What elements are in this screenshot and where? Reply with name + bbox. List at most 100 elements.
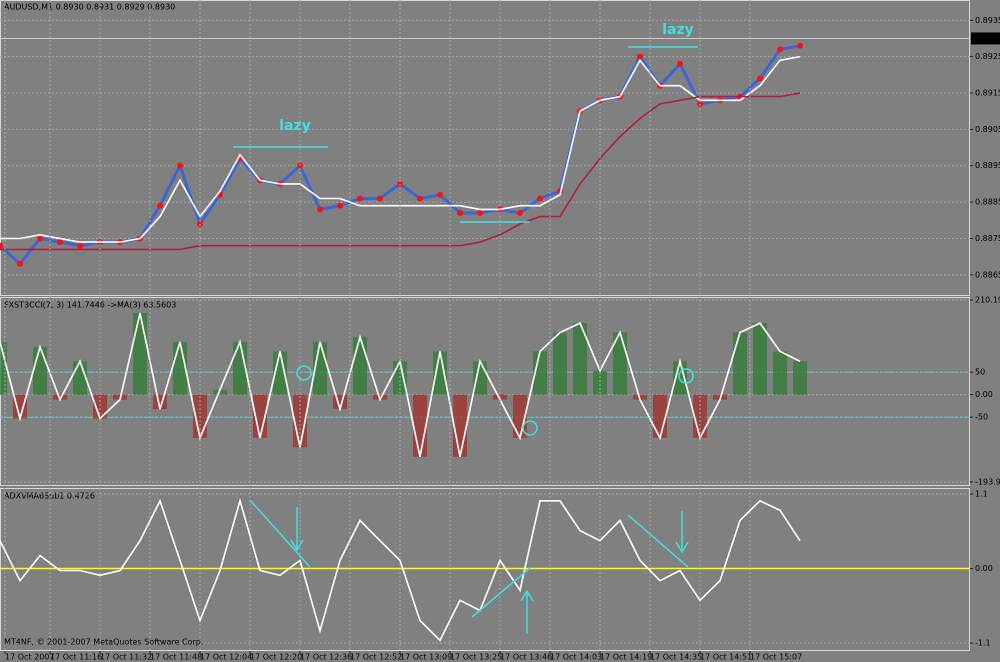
x-tick-label: 17 Oct 2007 <box>5 653 54 662</box>
circle <box>296 365 312 381</box>
x-tick-label: 17 Oct 14:19 <box>600 653 652 662</box>
price-marker <box>357 195 363 202</box>
pane-title: FXST3CCI(7, 3) 141.7446 ->MA(3) 63.5603 <box>4 301 176 310</box>
arrow <box>290 507 304 552</box>
histogram-bar <box>533 351 547 395</box>
price-marker <box>37 235 43 242</box>
series-line <box>0 497 801 642</box>
price-marker <box>777 46 783 53</box>
price-marker <box>377 195 383 202</box>
histogram-bar <box>613 332 627 395</box>
price-marker <box>177 162 183 169</box>
price-marker <box>677 60 683 67</box>
pane-title: AUDUSD,M1 0.8930 0.8931 0.8929 0.8930 <box>4 3 175 12</box>
histogram-bar <box>13 394 27 419</box>
y-tick-label: 50 <box>975 368 985 377</box>
annotation: lazy <box>279 118 311 134</box>
price-marker <box>417 195 423 202</box>
histogram-bar <box>433 351 447 395</box>
histogram-bar <box>733 332 747 395</box>
histogram-bar <box>753 323 767 395</box>
price-marker <box>437 191 443 198</box>
y-tick-label: 0.8885 <box>975 198 1000 207</box>
price-marker <box>17 260 23 267</box>
price-marker <box>317 206 323 213</box>
trend-line <box>471 567 531 618</box>
arrow <box>520 589 534 634</box>
histogram-bar <box>33 346 47 395</box>
histogram-bar <box>253 394 267 438</box>
price-pane <box>0 0 970 296</box>
histogram-bar <box>473 361 487 395</box>
y-tick-label: 1.1 <box>975 490 988 499</box>
histogram-bar <box>353 337 367 395</box>
footer: MT4NF, © 2001-2007 MetaQuotes Software C… <box>4 638 203 647</box>
price-marker <box>397 180 403 187</box>
price-marker <box>57 239 63 246</box>
histogram-bar <box>593 370 607 395</box>
y-tick-label: 0.8895 <box>975 161 1000 170</box>
current-price-label: 0.8930 <box>973 34 1000 43</box>
price-marker <box>517 210 523 216</box>
x-tick-label: 17 Oct 14:51 <box>700 653 752 662</box>
histogram-bar <box>133 313 147 395</box>
price-marker <box>637 53 643 60</box>
histogram-bar <box>73 361 87 395</box>
trend-line <box>249 499 311 568</box>
series-line <box>0 44 801 267</box>
annotation: lazy <box>662 22 694 38</box>
x-tick-label: 17 Oct 11:48 <box>150 653 202 662</box>
pane-title: ADXVMA6Sub1 0.4726 <box>4 492 95 501</box>
y-tick-label: -193.901 <box>975 478 1000 487</box>
price-marker <box>77 242 83 249</box>
y-tick-label: 0.00 <box>975 390 993 399</box>
price-marker <box>697 100 703 107</box>
trend-line <box>627 514 689 568</box>
arrow <box>675 511 689 554</box>
y-tick-label: -50 <box>975 413 988 422</box>
x-tick-label: 17 Oct 14:35 <box>650 653 702 662</box>
price-marker <box>337 202 343 209</box>
histogram-bar <box>213 389 227 395</box>
x-tick-label: 17 Oct 12:36 <box>300 653 352 662</box>
y-tick-label: 0.8925 <box>975 52 1000 61</box>
y-tick-label: 0.00 <box>975 564 993 573</box>
frames <box>0 0 970 651</box>
y-tick-label: 0.8935 <box>975 16 1000 25</box>
histogram-bar <box>573 323 587 395</box>
x-tick-label: 17 Oct 11:32 <box>100 653 152 662</box>
y-tick-label: 0.8875 <box>975 234 1000 243</box>
price-marker <box>537 195 543 202</box>
x-tick-label: 17 Oct 11:16 <box>50 653 102 662</box>
histogram-bar <box>413 394 427 457</box>
histogram-bar <box>773 351 787 395</box>
x-tick-label: 17 Oct 13:25 <box>450 653 502 662</box>
adx-pane <box>0 488 970 651</box>
y-tick-label: 210.1990 <box>975 296 1000 305</box>
price-marker <box>197 220 203 227</box>
x-tick-label: 17 Oct 15:07 <box>750 653 802 662</box>
histogram-bar <box>0 341 7 395</box>
histogram-bar <box>93 394 107 419</box>
price-marker <box>157 202 163 209</box>
histogram-bar <box>273 351 287 395</box>
x-tick-label: 17 Oct 12:52 <box>350 653 402 662</box>
y-tick-label: 0.8865 <box>975 270 1000 279</box>
current-price-box <box>971 32 1000 45</box>
x-tick-label: 17 Oct 13:09 <box>400 653 452 662</box>
price-marker <box>757 75 763 82</box>
histogram-bar <box>553 332 567 395</box>
x-tick-label: 17 Oct 14:03 <box>550 653 602 662</box>
x-tick-label: 17 Oct 13:46 <box>500 653 552 662</box>
y-tick-label: 0.8905 <box>975 125 1000 134</box>
x-tick-label: 17 Oct 12:04 <box>200 653 252 662</box>
y-tick-label: 0.8915 <box>975 89 1000 98</box>
price-marker <box>0 242 3 249</box>
price-marker <box>477 210 483 216</box>
annotations: lazy lazy <box>233 22 698 634</box>
price-marker <box>797 42 803 49</box>
circle <box>522 420 538 436</box>
price-marker <box>457 210 463 216</box>
